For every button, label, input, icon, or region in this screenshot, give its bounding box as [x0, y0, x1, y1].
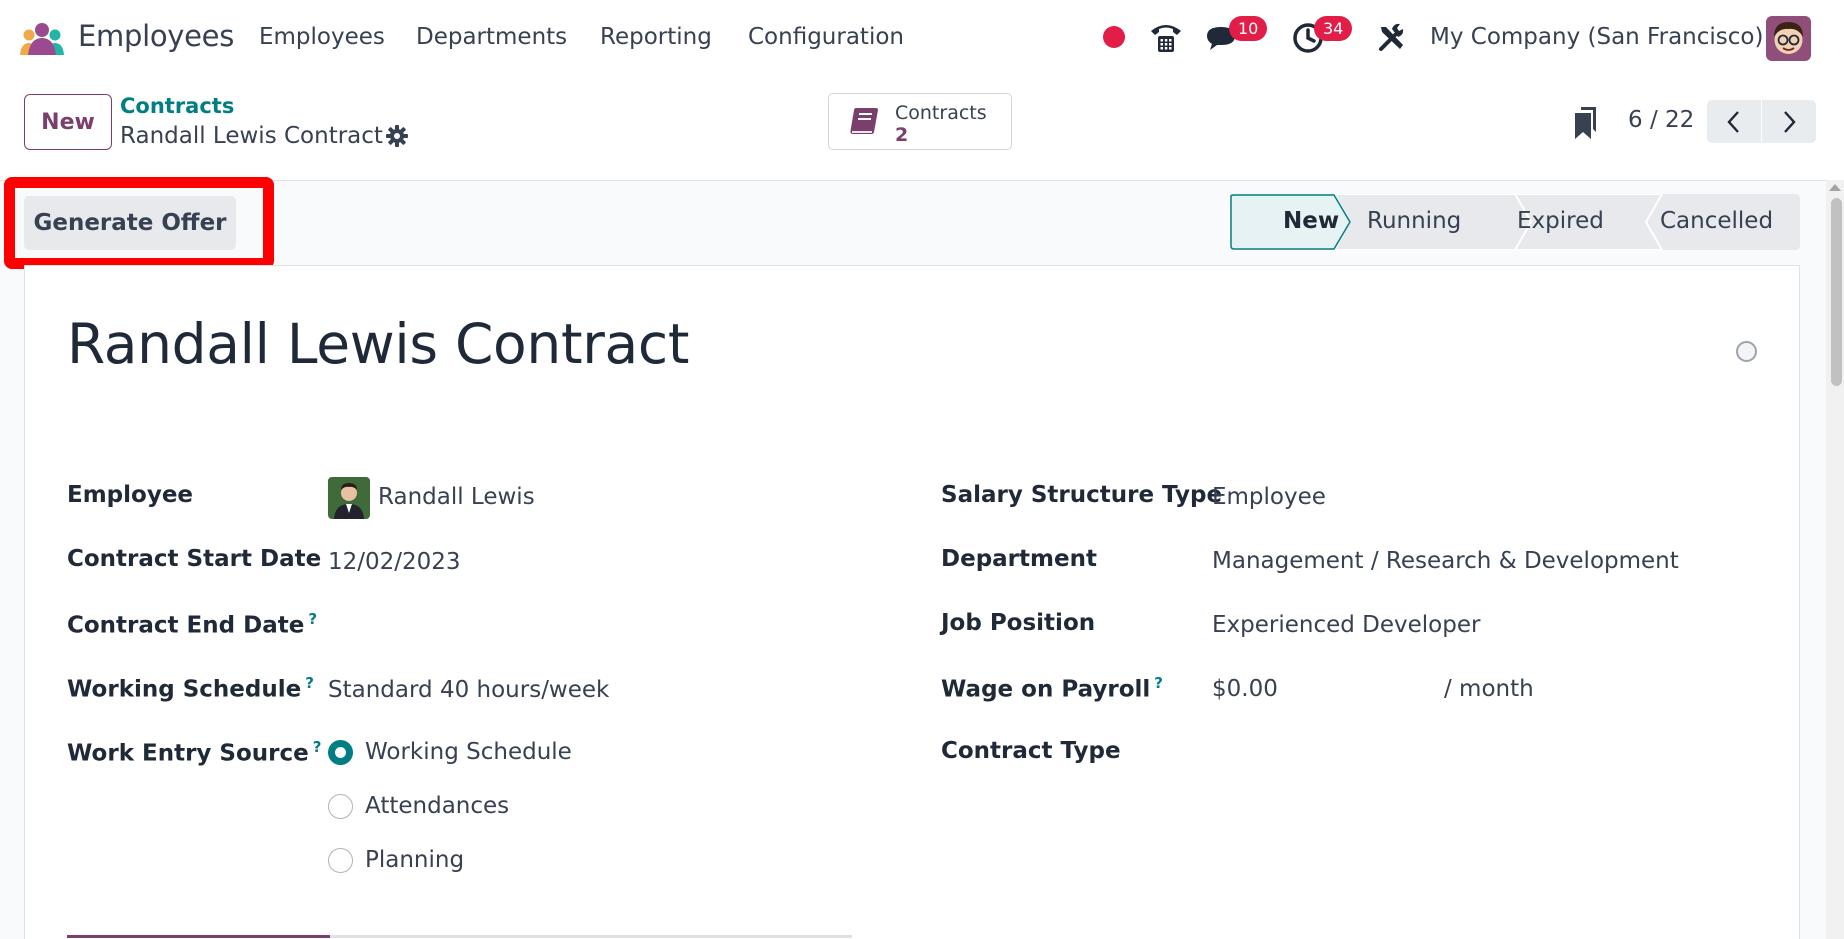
- breadcrumb-current: Randall Lewis Contract: [120, 123, 383, 149]
- scrollbar-thumb[interactable]: [1831, 198, 1842, 386]
- wage-unit: / month: [1444, 676, 1534, 702]
- end-date-label: Contract End Date?: [67, 610, 317, 639]
- breadcrumb-contracts[interactable]: Contracts: [120, 94, 235, 118]
- tab-inactive-indicator: [330, 935, 852, 938]
- menu-departments[interactable]: Departments: [416, 24, 568, 50]
- contracts-smart-button[interactable]: Contracts 2: [828, 93, 1012, 150]
- smart-button-count: 2: [895, 124, 909, 146]
- stage-arrows: [1230, 194, 1800, 250]
- new-button[interactable]: New: [24, 94, 112, 150]
- user-avatar-icon[interactable]: [1766, 16, 1811, 61]
- record-title[interactable]: Randall Lewis Contract: [67, 312, 690, 376]
- help-icon[interactable]: ?: [1154, 674, 1163, 692]
- stage-new[interactable]: New: [1283, 208, 1340, 234]
- employee-label: Employee: [67, 482, 194, 508]
- help-icon[interactable]: ?: [305, 674, 314, 692]
- chevron-left-icon: [1727, 110, 1739, 133]
- radio-working-schedule[interactable]: [328, 740, 353, 765]
- job-position-label: Job Position: [941, 610, 1096, 636]
- scroll-up-arrow-icon[interactable]: [1829, 184, 1841, 191]
- menu-employees[interactable]: Employees: [259, 24, 385, 50]
- contract-type-field[interactable]: [1212, 740, 1712, 770]
- record-dot-icon[interactable]: [1103, 26, 1125, 48]
- bookmark-icon[interactable]: [1573, 105, 1599, 141]
- employee-value[interactable]: Randall Lewis: [378, 484, 535, 510]
- app-name[interactable]: Employees: [78, 19, 235, 53]
- schedule-label-text: Working Schedule: [67, 676, 302, 703]
- company-switcher[interactable]: My Company (San Francisco): [1430, 24, 1764, 50]
- wage-field[interactable]: $0.00: [1212, 676, 1278, 702]
- smart-button-label: Contracts: [895, 102, 987, 124]
- chat-icon[interactable]: [1205, 20, 1241, 56]
- schedule-label: Working Schedule?: [67, 674, 314, 703]
- stage-running[interactable]: Running: [1367, 208, 1462, 234]
- work-entry-label-text: Work Entry Source: [67, 740, 309, 767]
- pager-previous-button[interactable]: [1707, 100, 1761, 143]
- salary-type-field[interactable]: Employee: [1212, 484, 1326, 510]
- employee-avatar: [328, 477, 370, 519]
- pager-next-button[interactable]: [1762, 100, 1816, 143]
- department-field[interactable]: Management / Research & Development: [1212, 548, 1679, 574]
- option-planning[interactable]: Planning: [365, 847, 465, 873]
- radio-attendances[interactable]: [328, 794, 353, 819]
- tools-icon[interactable]: [1374, 20, 1410, 56]
- option-working-schedule[interactable]: Working Schedule: [365, 739, 572, 765]
- status-dot-icon[interactable]: [1736, 341, 1757, 362]
- activities-badge: 34: [1314, 16, 1353, 41]
- apps-logo-icon[interactable]: [18, 22, 66, 58]
- work-entry-label: Work Entry Source?: [67, 738, 321, 767]
- gear-icon[interactable]: [385, 124, 409, 148]
- menu-configuration[interactable]: Configuration: [748, 24, 904, 50]
- stage-expired[interactable]: Expired: [1517, 208, 1604, 234]
- end-date-label-text: Contract End Date: [67, 612, 305, 639]
- end-date-field[interactable]: [328, 613, 728, 643]
- stage-cancelled[interactable]: Cancelled: [1660, 208, 1774, 234]
- messages-badge: 10: [1229, 16, 1268, 41]
- salary-type-label: Salary Structure Type: [941, 482, 1223, 508]
- status-stages: New Running Expired Cancelled: [1230, 194, 1800, 250]
- start-date-field[interactable]: 12/02/2023: [328, 549, 461, 575]
- menu-reporting[interactable]: Reporting: [600, 24, 712, 50]
- wage-label: Wage on Payroll?: [941, 674, 1163, 703]
- wage-label-text: Wage on Payroll: [941, 676, 1151, 703]
- job-position-field[interactable]: Experienced Developer: [1212, 612, 1481, 638]
- generate-offer-button[interactable]: Generate Offer: [24, 196, 236, 250]
- help-icon[interactable]: ?: [308, 610, 318, 628]
- help-icon[interactable]: ?: [312, 738, 322, 756]
- option-attendances[interactable]: Attendances: [365, 793, 510, 819]
- tab-active-indicator: [67, 935, 330, 938]
- radio-planning[interactable]: [328, 848, 353, 873]
- main-navbar: Employees Employees Departments Reportin…: [0, 0, 1844, 77]
- phone-icon[interactable]: [1148, 20, 1184, 56]
- department-label: Department: [941, 546, 1097, 572]
- chevron-right-icon: [1784, 110, 1796, 133]
- pager-value[interactable]: 6 / 22: [1628, 107, 1695, 133]
- contract-type-label: Contract Type: [941, 738, 1121, 764]
- form-sheet: [24, 265, 1800, 939]
- start-date-label: Contract Start Date: [67, 546, 322, 572]
- schedule-field[interactable]: Standard 40 hours/week: [328, 677, 610, 703]
- book-icon: [850, 108, 878, 134]
